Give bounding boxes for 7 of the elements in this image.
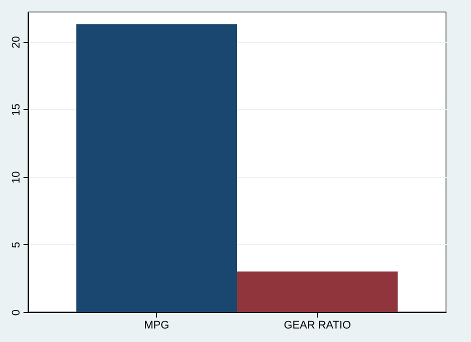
x-tick-label: GEAR RATIO <box>284 320 352 332</box>
y-tick-label: 5 <box>10 242 22 248</box>
y-tick-label: 20 <box>10 36 22 48</box>
y-tick-label: 10 <box>10 171 22 184</box>
x-tick-label: MPG <box>144 320 170 332</box>
y-tick-label: 0 <box>10 309 22 316</box>
y-tick-label: 15 <box>10 104 22 116</box>
